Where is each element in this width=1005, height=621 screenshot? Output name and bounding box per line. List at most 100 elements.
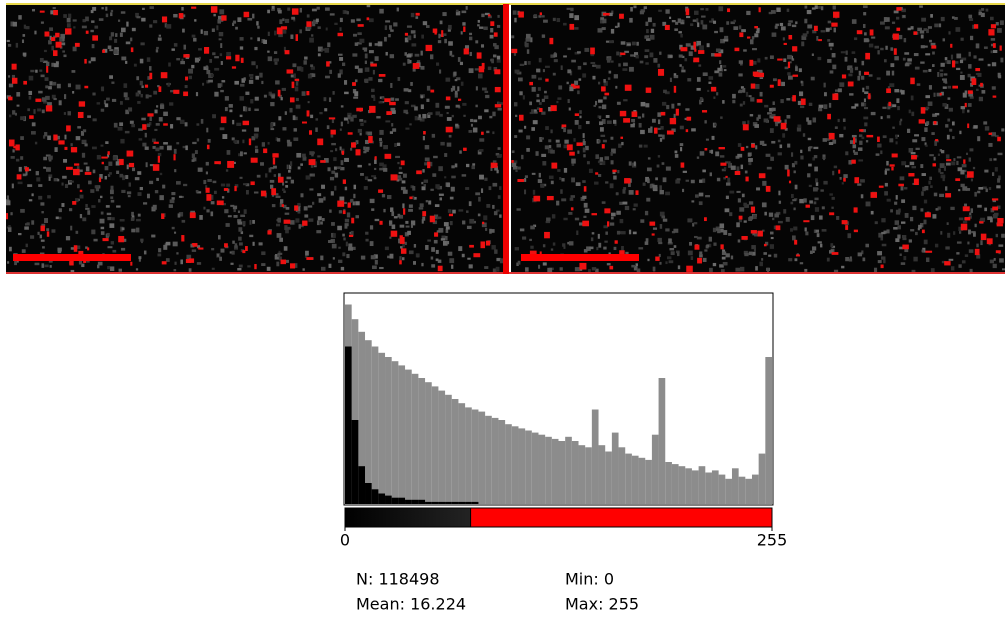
texture	[545, 66, 550, 68]
texture	[916, 148, 920, 150]
texture	[548, 139, 551, 142]
texture	[345, 187, 347, 191]
texture	[970, 148, 974, 151]
texture	[645, 241, 649, 245]
texture	[1000, 20, 1004, 25]
texture	[657, 164, 660, 167]
texture	[660, 224, 662, 229]
texture	[726, 182, 730, 185]
texture	[512, 163, 517, 167]
texture	[704, 120, 706, 123]
texture	[524, 189, 526, 194]
texture	[140, 187, 143, 190]
texture	[101, 87, 104, 92]
texture	[611, 213, 616, 217]
texture	[106, 205, 110, 208]
texture	[119, 269, 122, 272]
texture	[684, 58, 687, 61]
red-speck	[694, 49, 696, 52]
red-speck	[277, 27, 283, 34]
texture	[214, 92, 218, 97]
texture	[881, 218, 885, 222]
texture	[994, 258, 996, 261]
histogram-bar	[705, 473, 712, 505]
texture	[29, 96, 32, 100]
texture	[642, 114, 644, 118]
texture	[91, 205, 95, 208]
texture	[650, 184, 652, 188]
red-speck	[654, 128, 658, 134]
texture	[23, 34, 26, 37]
texture	[420, 51, 422, 56]
texture	[778, 152, 782, 155]
red-speck	[893, 34, 899, 40]
texture	[344, 117, 348, 120]
texture	[176, 117, 180, 120]
texture	[841, 51, 846, 53]
texture	[668, 238, 671, 243]
red-speck	[1000, 45, 1002, 50]
texture	[669, 17, 671, 19]
red-speck	[687, 117, 692, 121]
texture	[331, 191, 334, 195]
texture	[91, 230, 95, 235]
red-speck	[864, 72, 869, 75]
texture	[752, 48, 757, 50]
texture	[963, 221, 967, 224]
texture	[120, 33, 123, 37]
texture	[718, 6, 723, 11]
texture	[455, 163, 458, 167]
red-speck	[902, 245, 908, 250]
texture	[61, 203, 64, 207]
texture	[866, 140, 868, 142]
texture	[422, 114, 426, 119]
texture	[424, 180, 428, 183]
texture	[863, 12, 866, 15]
texture	[116, 205, 120, 207]
texture	[219, 38, 222, 40]
texture	[84, 163, 88, 165]
histogram-bar	[412, 500, 419, 504]
texture	[701, 16, 706, 18]
texture	[511, 35, 514, 38]
texture	[554, 59, 558, 62]
texture	[42, 246, 45, 248]
texture	[240, 151, 243, 156]
texture	[385, 25, 387, 30]
red-speck	[242, 250, 245, 253]
texture	[686, 180, 689, 182]
texture	[749, 252, 753, 256]
texture	[603, 96, 606, 99]
texture	[243, 183, 247, 185]
texture	[51, 46, 54, 51]
texture	[743, 49, 747, 51]
texture	[533, 120, 538, 124]
texture	[997, 28, 1002, 33]
texture	[375, 219, 380, 221]
texture	[645, 22, 648, 26]
texture	[435, 184, 439, 188]
texture	[774, 254, 777, 258]
red-speck	[263, 148, 267, 153]
texture	[176, 181, 181, 185]
texture	[577, 51, 581, 53]
texture	[550, 129, 552, 133]
texture	[673, 229, 678, 233]
texture	[192, 142, 196, 144]
histogram-bar	[472, 502, 479, 504]
texture	[122, 227, 125, 230]
texture	[887, 199, 891, 202]
texture	[577, 151, 579, 154]
red-speck	[306, 257, 313, 260]
histogram-bar	[612, 433, 619, 504]
texture	[285, 19, 289, 23]
texture	[741, 29, 746, 32]
histogram-bar	[752, 475, 759, 504]
texture	[653, 267, 655, 272]
texture	[728, 161, 730, 166]
red-speck	[102, 50, 105, 53]
texture	[608, 77, 610, 80]
texture	[920, 30, 924, 33]
texture	[742, 88, 745, 93]
texture	[658, 128, 661, 130]
